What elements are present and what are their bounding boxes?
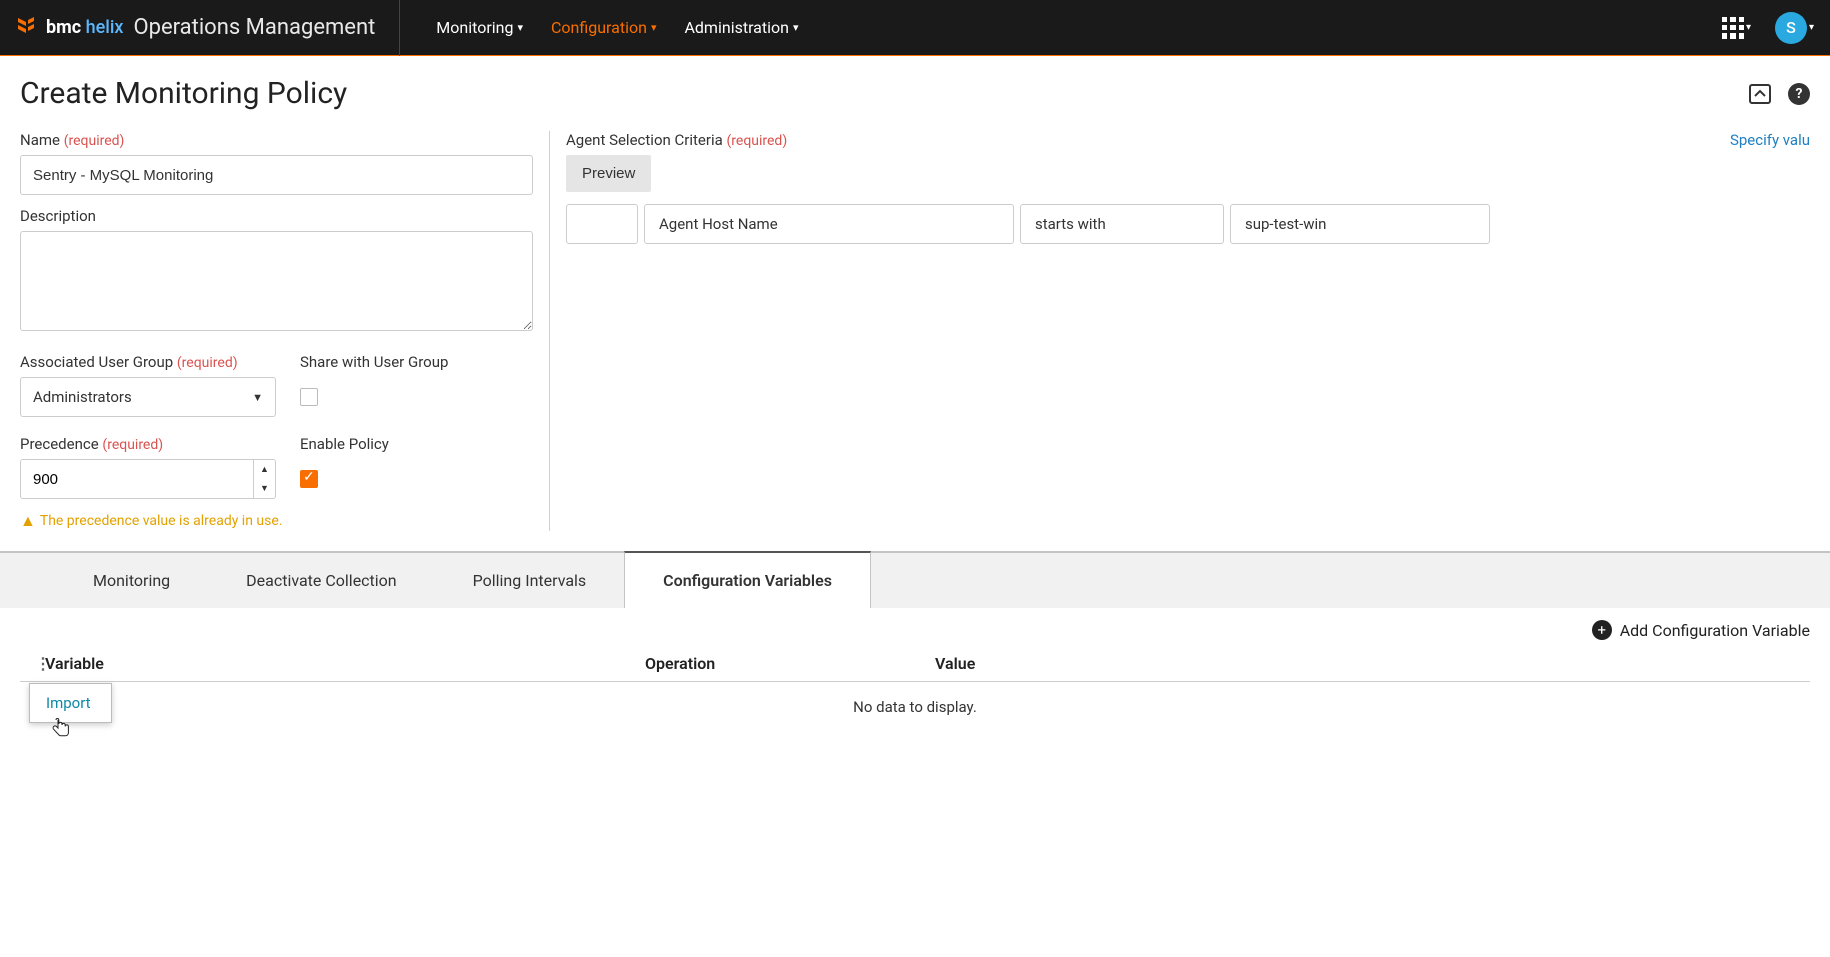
required-marker: (required) bbox=[64, 133, 125, 149]
warning-icon: ▲ bbox=[20, 511, 36, 531]
criteria-field-value: Agent Host Name bbox=[659, 215, 778, 233]
nav-administration[interactable]: Administration ▾ bbox=[684, 18, 798, 37]
required-marker: (required) bbox=[102, 437, 163, 453]
chevron-down-icon: ▾ bbox=[1809, 22, 1814, 33]
topbar-right: ▾ S ▾ bbox=[1722, 12, 1814, 44]
required-marker: (required) bbox=[726, 133, 787, 149]
precedence-warning: ▲ The precedence value is already in use… bbox=[20, 511, 533, 531]
precedence-stepper[interactable]: ▲ ▼ bbox=[20, 459, 276, 499]
user-group-value: Administrators bbox=[33, 388, 132, 406]
brand-helix: helix bbox=[86, 17, 124, 38]
name-label-text: Name bbox=[20, 131, 60, 149]
nav-configuration[interactable]: Configuration ▾ bbox=[551, 18, 656, 37]
collapse-panel-icon[interactable] bbox=[1748, 82, 1772, 106]
row-menu-icon[interactable]: ⋮ bbox=[35, 654, 45, 673]
add-config-var-action[interactable]: + Add Configuration Variable bbox=[20, 620, 1810, 640]
criteria-operator-value: starts with bbox=[1035, 215, 1106, 233]
config-var-table-header: ⋮ Variable Operation Value bbox=[20, 644, 1810, 682]
tab-content-config-vars: + Add Configuration Variable ⋮ Variable … bbox=[0, 608, 1830, 752]
col-variable: Variable bbox=[45, 654, 645, 673]
menu-item-import[interactable]: Import bbox=[46, 694, 91, 712]
precedence-label-text: Precedence bbox=[20, 435, 99, 453]
criteria-value-input[interactable]: sup-test-win bbox=[1230, 204, 1490, 244]
tab-deactivate-collection[interactable]: Deactivate Collection bbox=[208, 553, 434, 608]
user-group-select[interactable]: Administrators ▼ bbox=[20, 377, 276, 417]
required-marker: (required) bbox=[177, 355, 238, 371]
share-label: Share with User Group bbox=[300, 353, 448, 371]
name-label: Name (required) bbox=[20, 131, 533, 149]
row-context-menu: Import bbox=[29, 683, 112, 723]
chevron-down-icon: ▾ bbox=[517, 21, 523, 34]
tab-polling-intervals[interactable]: Polling Intervals bbox=[435, 553, 625, 608]
app-title: Operations Management bbox=[133, 15, 375, 40]
chevron-down-icon: ▾ bbox=[651, 21, 657, 34]
preview-button[interactable]: Preview bbox=[566, 155, 651, 192]
criteria-label: Agent Selection Criteria (required) bbox=[566, 131, 1810, 149]
warning-text: The precedence value is already in use. bbox=[40, 513, 283, 529]
name-input[interactable] bbox=[20, 155, 533, 195]
description-label: Description bbox=[20, 207, 533, 225]
tab-configuration-variables[interactable]: Configuration Variables bbox=[624, 551, 871, 608]
user-group-label-text: Associated User Group bbox=[20, 353, 173, 371]
criteria-value-text: sup-test-win bbox=[1245, 215, 1326, 233]
tab-monitoring[interactable]: Monitoring bbox=[55, 553, 208, 608]
share-checkbox[interactable] bbox=[300, 388, 318, 406]
user-group-label: Associated User Group (required) bbox=[20, 353, 276, 371]
brand-text: bmc helix bbox=[46, 17, 123, 38]
nav-monitoring[interactable]: Monitoring ▾ bbox=[436, 18, 523, 37]
criteria-field-select[interactable]: Agent Host Name bbox=[644, 204, 1014, 244]
page-header: Create Monitoring Policy ? bbox=[0, 56, 1830, 121]
apps-grid-icon bbox=[1722, 17, 1744, 39]
col-value: Value bbox=[935, 654, 1810, 673]
no-data-message: No data to display. bbox=[20, 682, 1810, 732]
main-nav: Monitoring ▾ Configuration ▾ Administrat… bbox=[436, 18, 798, 37]
form-content: Name (required) Description Associated U… bbox=[0, 121, 1830, 531]
precedence-input[interactable] bbox=[21, 471, 253, 488]
nav-configuration-label: Configuration bbox=[551, 18, 647, 37]
specify-value-link[interactable]: Specify valu bbox=[1730, 131, 1810, 149]
brand-bmc: bmc bbox=[46, 17, 81, 38]
criteria-label-text: Agent Selection Criteria bbox=[566, 131, 723, 149]
bmc-logo-icon bbox=[16, 16, 36, 40]
brand-area: bmc helix Operations Management bbox=[16, 0, 400, 56]
enable-checkbox[interactable] bbox=[300, 470, 318, 488]
enable-label: Enable Policy bbox=[300, 435, 389, 453]
avatar: S bbox=[1775, 12, 1807, 44]
stepper-up-icon[interactable]: ▲ bbox=[254, 460, 275, 479]
nav-monitoring-label: Monitoring bbox=[436, 18, 513, 37]
topbar: bmc helix Operations Management Monitori… bbox=[0, 0, 1830, 56]
criteria-prefix-box[interactable] bbox=[566, 204, 638, 244]
col-operation: Operation bbox=[645, 654, 935, 673]
page-title: Create Monitoring Policy bbox=[20, 76, 347, 111]
precedence-label: Precedence (required) bbox=[20, 435, 276, 453]
user-menu[interactable]: S ▾ bbox=[1775, 12, 1814, 44]
help-icon[interactable]: ? bbox=[1788, 83, 1810, 105]
stepper-down-icon[interactable]: ▼ bbox=[254, 479, 275, 498]
nav-administration-label: Administration bbox=[684, 18, 789, 37]
right-column: Agent Selection Criteria (required) Spec… bbox=[550, 131, 1810, 531]
chevron-down-icon: ▾ bbox=[793, 21, 799, 34]
add-config-var-label: Add Configuration Variable bbox=[1620, 621, 1810, 640]
left-column: Name (required) Description Associated U… bbox=[20, 131, 550, 531]
tabs-strip: Monitoring Deactivate Collection Polling… bbox=[0, 551, 1830, 608]
caret-down-icon: ▼ bbox=[252, 391, 263, 404]
description-textarea[interactable] bbox=[20, 231, 533, 331]
criteria-row: Agent Host Name starts with sup-test-win bbox=[566, 204, 1810, 244]
apps-menu[interactable]: ▾ bbox=[1722, 17, 1751, 39]
criteria-operator-select[interactable]: starts with bbox=[1020, 204, 1224, 244]
plus-icon: + bbox=[1592, 620, 1612, 640]
chevron-down-icon: ▾ bbox=[1746, 22, 1751, 33]
